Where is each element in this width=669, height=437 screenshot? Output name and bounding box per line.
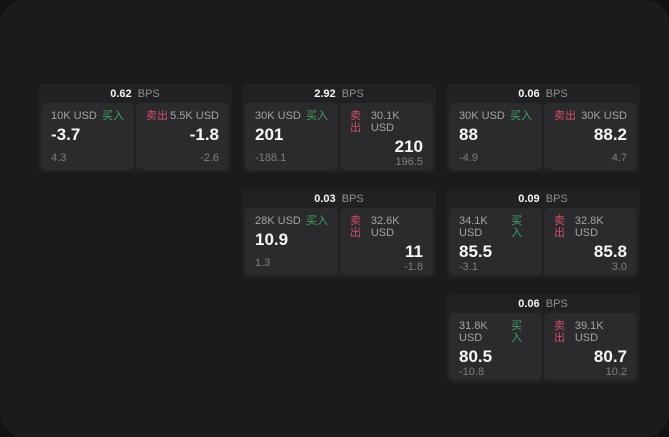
sell-sub-value: -2.6: [200, 152, 219, 164]
buy-side-label: 买入: [511, 320, 523, 344]
sell-panel[interactable]: 卖出 30K USD 88.2 4.7: [544, 103, 637, 170]
buy-side-label: 买入: [511, 215, 523, 239]
buy-price: -3.7: [51, 125, 81, 144]
buy-amount: 28K USD: [255, 215, 301, 227]
bps-value: 2.92: [314, 88, 336, 100]
bps-header: 0.62 BPS: [41, 84, 229, 103]
buy-price: 201: [255, 125, 284, 144]
sell-panel[interactable]: 卖出 32.8K USD 85.8 3.0: [544, 208, 637, 275]
buy-panel[interactable]: 28K USD 买入 10.9 1.3: [245, 208, 338, 275]
sell-side-label: 卖出: [554, 320, 565, 344]
bps-value: 0.06: [518, 88, 540, 100]
sell-amount: 30.1K USD: [370, 110, 400, 134]
buy-side-label: 买入: [510, 110, 532, 122]
buy-sub-value: -4.9: [459, 152, 478, 164]
bps-value: 0.03: [314, 193, 336, 205]
buy-amount: 10K USD: [51, 110, 97, 122]
buy-sub-value: -188.1: [255, 152, 287, 164]
buy-panel[interactable]: 10K USD 买入 -3.7 4.3: [41, 103, 134, 170]
buy-amount: 30K USD: [255, 110, 301, 122]
quote-panels: 10K USD 买入 -3.7 4.3 卖出 5.5K USD -1.8 -2.…: [41, 103, 229, 170]
bps-suffix-label: BPS: [134, 88, 160, 100]
buy-amount: 30K USD: [459, 110, 505, 122]
bps-suffix-label: BPS: [542, 298, 568, 310]
buy-panel[interactable]: 30K USD 买入 201 -188.1: [245, 103, 338, 170]
bps-header: 0.03 BPS: [245, 189, 433, 208]
buy-amount: 31.8K USD: [459, 320, 488, 344]
sell-price: 210: [394, 137, 423, 156]
bps-suffix-label: BPS: [542, 88, 568, 100]
sell-amount: 32.6K USD: [370, 215, 400, 239]
sell-side-label: 卖出: [146, 110, 168, 122]
sell-price: 85.8: [593, 242, 627, 261]
quote-panels: 31.8K USD 买入 80.5 -10.8 卖出 39.1K USD 80.…: [449, 313, 637, 380]
sell-panel[interactable]: 卖出 30.1K USD 210 196.5: [340, 103, 433, 170]
buy-price: 10.9: [255, 230, 289, 249]
bps-suffix-label: BPS: [338, 193, 364, 205]
quote-panels: 34.1K USD 买入 85.5 -3.1 卖出 32.8K USD 85.8…: [449, 208, 637, 275]
bps-header: 0.06 BPS: [449, 84, 637, 103]
sell-sub-value: -1.8: [404, 261, 423, 273]
buy-sub-value: 1.3: [255, 257, 271, 269]
sell-amount: 5.5K USD: [170, 110, 219, 122]
quote-card[interactable]: 0.09 BPS 34.1K USD 买入 85.5 -3.1 卖出 32.8K…: [446, 189, 640, 278]
sell-side-label: 卖出: [554, 110, 576, 122]
sell-amount: 30K USD: [581, 110, 627, 122]
sell-panel[interactable]: 卖出 39.1K USD 80.7 10.2: [544, 313, 637, 380]
buy-amount: 34.1K USD: [459, 215, 488, 239]
buy-side-label: 买入: [306, 110, 328, 122]
sell-sub-value: 10.2: [605, 366, 627, 378]
quote-card[interactable]: 2.92 BPS 30K USD 买入 201 -188.1 卖出 30.1K …: [242, 84, 436, 173]
bps-suffix-label: BPS: [338, 88, 364, 100]
sell-price: 88.2: [593, 125, 627, 144]
buy-panel[interactable]: 30K USD 买入 88 -4.9: [449, 103, 542, 170]
buy-panel[interactable]: 34.1K USD 买入 85.5 -3.1: [449, 208, 542, 275]
bps-header: 0.06 BPS: [449, 294, 637, 313]
sell-side-label: 卖出: [350, 110, 361, 134]
sell-price: 80.7: [593, 347, 627, 366]
quote-panels: 30K USD 买入 201 -188.1 卖出 30.1K USD 210 1…: [245, 103, 433, 170]
buy-price: 80.5: [459, 347, 493, 366]
quote-card-grid: 0.62 BPS 10K USD 买入 -3.7 4.3 卖出 5.5K USD…: [38, 84, 640, 383]
sell-panel[interactable]: 卖出 32.6K USD 11 -1.8: [340, 208, 433, 275]
bps-value: 0.62: [110, 88, 132, 100]
quote-card[interactable]: 0.03 BPS 28K USD 买入 10.9 1.3 卖出 32.6K US…: [242, 189, 436, 278]
bps-header: 2.92 BPS: [245, 84, 433, 103]
sell-panel[interactable]: 卖出 5.5K USD -1.8 -2.6: [136, 103, 229, 170]
buy-side-label: 买入: [306, 215, 328, 227]
buy-sub-value: -10.8: [459, 366, 485, 378]
quote-panels: 30K USD 买入 88 -4.9 卖出 30K USD 88.2 4.7: [449, 103, 637, 170]
bps-suffix-label: BPS: [542, 193, 568, 205]
sell-price: 11: [405, 242, 423, 261]
buy-price: 88: [459, 125, 478, 144]
sell-sub-value: 4.7: [611, 152, 627, 164]
buy-side-label: 买入: [102, 110, 124, 122]
bps-value: 0.06: [518, 298, 540, 310]
sell-side-label: 卖出: [554, 215, 565, 239]
sell-sub-value: 196.5: [395, 156, 423, 168]
sell-side-label: 卖出: [350, 215, 361, 239]
buy-sub-value: 4.3: [51, 152, 67, 164]
bps-header: 0.09 BPS: [449, 189, 637, 208]
quote-card[interactable]: 0.62 BPS 10K USD 买入 -3.7 4.3 卖出 5.5K USD…: [38, 84, 232, 173]
buy-price: 85.5: [459, 242, 493, 261]
sell-amount: 32.8K USD: [574, 215, 604, 239]
quote-panels: 28K USD 买入 10.9 1.3 卖出 32.6K USD 11 -1.8: [245, 208, 433, 275]
buy-sub-value: -3.1: [459, 261, 478, 273]
sell-price: -1.8: [189, 125, 219, 144]
bps-value: 0.09: [518, 193, 540, 205]
sell-amount: 39.1K USD: [574, 320, 604, 344]
quote-card[interactable]: 0.06 BPS 31.8K USD 买入 80.5 -10.8 卖出 39.1…: [446, 294, 640, 383]
sell-sub-value: 3.0: [611, 261, 627, 273]
buy-panel[interactable]: 31.8K USD 买入 80.5 -10.8: [449, 313, 542, 380]
quote-card[interactable]: 0.06 BPS 30K USD 买入 88 -4.9 卖出 30K USD 8…: [446, 84, 640, 173]
